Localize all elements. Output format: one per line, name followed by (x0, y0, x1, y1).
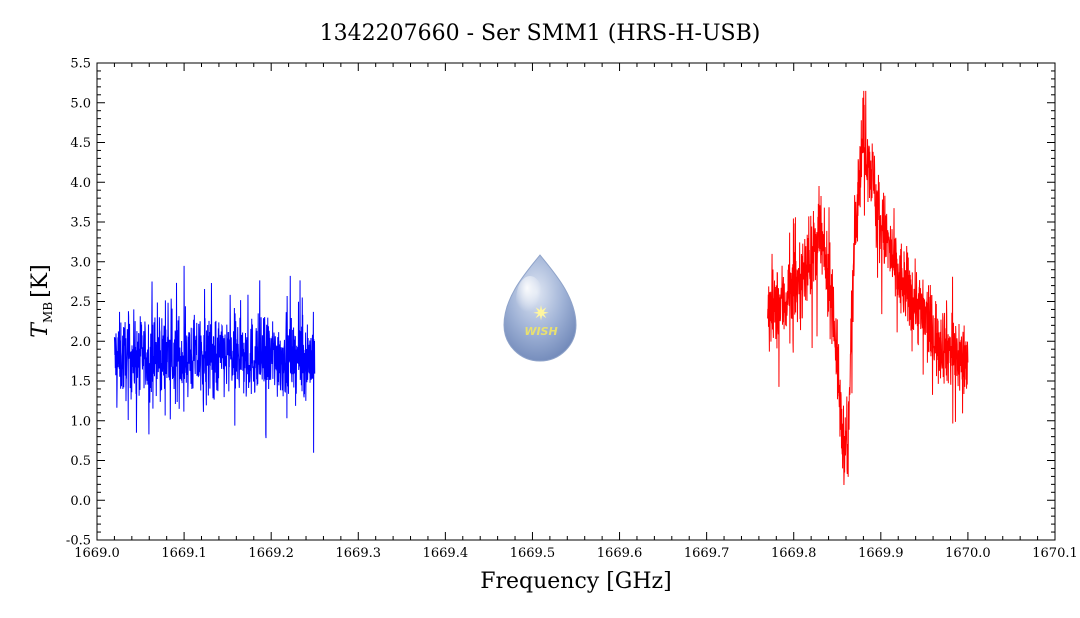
y-axis-unit: [K] (28, 264, 53, 298)
y-axis-symbol: T (28, 321, 53, 338)
x-tick-label: 1669.3 (336, 546, 382, 561)
y-tick-label: 2.5 (70, 295, 91, 310)
y-tick-label: 4.0 (70, 176, 91, 191)
y-tick-label: -0.5 (66, 534, 91, 549)
x-tick-label: 1670.1 (1032, 546, 1078, 561)
x-tick-label: 1669.9 (858, 546, 904, 561)
y-tick-label: 5.0 (70, 96, 91, 111)
x-tick-label: 1669.0 (74, 546, 120, 561)
y-axis-subscript: MB (41, 302, 55, 323)
chart-title: 1342207660 - Ser SMM1 (HRS-H-USB) (320, 21, 761, 46)
y-axis-label: TMB [K] (28, 264, 55, 337)
x-tick-label: 1669.4 (423, 546, 469, 561)
y-tick-label: 1.0 (70, 414, 91, 429)
x-axis: 1669.0 1669.1 1669.2 1669.3 1669.4 1669.5 1669… (74, 63, 1078, 561)
x-tick-label: 1669.5 (510, 546, 556, 561)
x-axis-label: Frequency [GHz] (480, 569, 672, 594)
y-tick-label: 4.5 (70, 136, 91, 151)
x-tick-label: 1670.0 (945, 546, 991, 561)
star-icon: ✷ (533, 301, 550, 325)
y-axis: -0.5 0.0 0.5 1.0 1.5 2.0 2.5 3.0 3.5 4.0 4.5 5.0 5.5 (66, 57, 1055, 549)
series-line-2 (767, 90, 969, 485)
x-tick-label: 1669.7 (684, 546, 730, 561)
logo-text: WISH (524, 325, 557, 338)
series-line-1 (113, 265, 316, 453)
y-tick-label: 0.5 (70, 454, 91, 469)
y-tick-label: 0.0 (70, 494, 91, 509)
y-tick-label: 3.0 (70, 255, 91, 270)
y-tick-label: 2.0 (70, 335, 91, 350)
x-tick-label: 1669.1 (161, 546, 207, 561)
series-layer (113, 90, 969, 485)
y-tick-label: 5.5 (70, 57, 91, 72)
x-tick-label: 1669.2 (248, 546, 294, 561)
y-tick-label: 1.5 (70, 375, 91, 390)
x-tick-label: 1669.8 (771, 546, 817, 561)
x-tick-label: 1669.6 (597, 546, 643, 561)
y-tick-label: 3.5 (70, 216, 91, 231)
wish-logo: ✷ WISH (503, 254, 577, 362)
